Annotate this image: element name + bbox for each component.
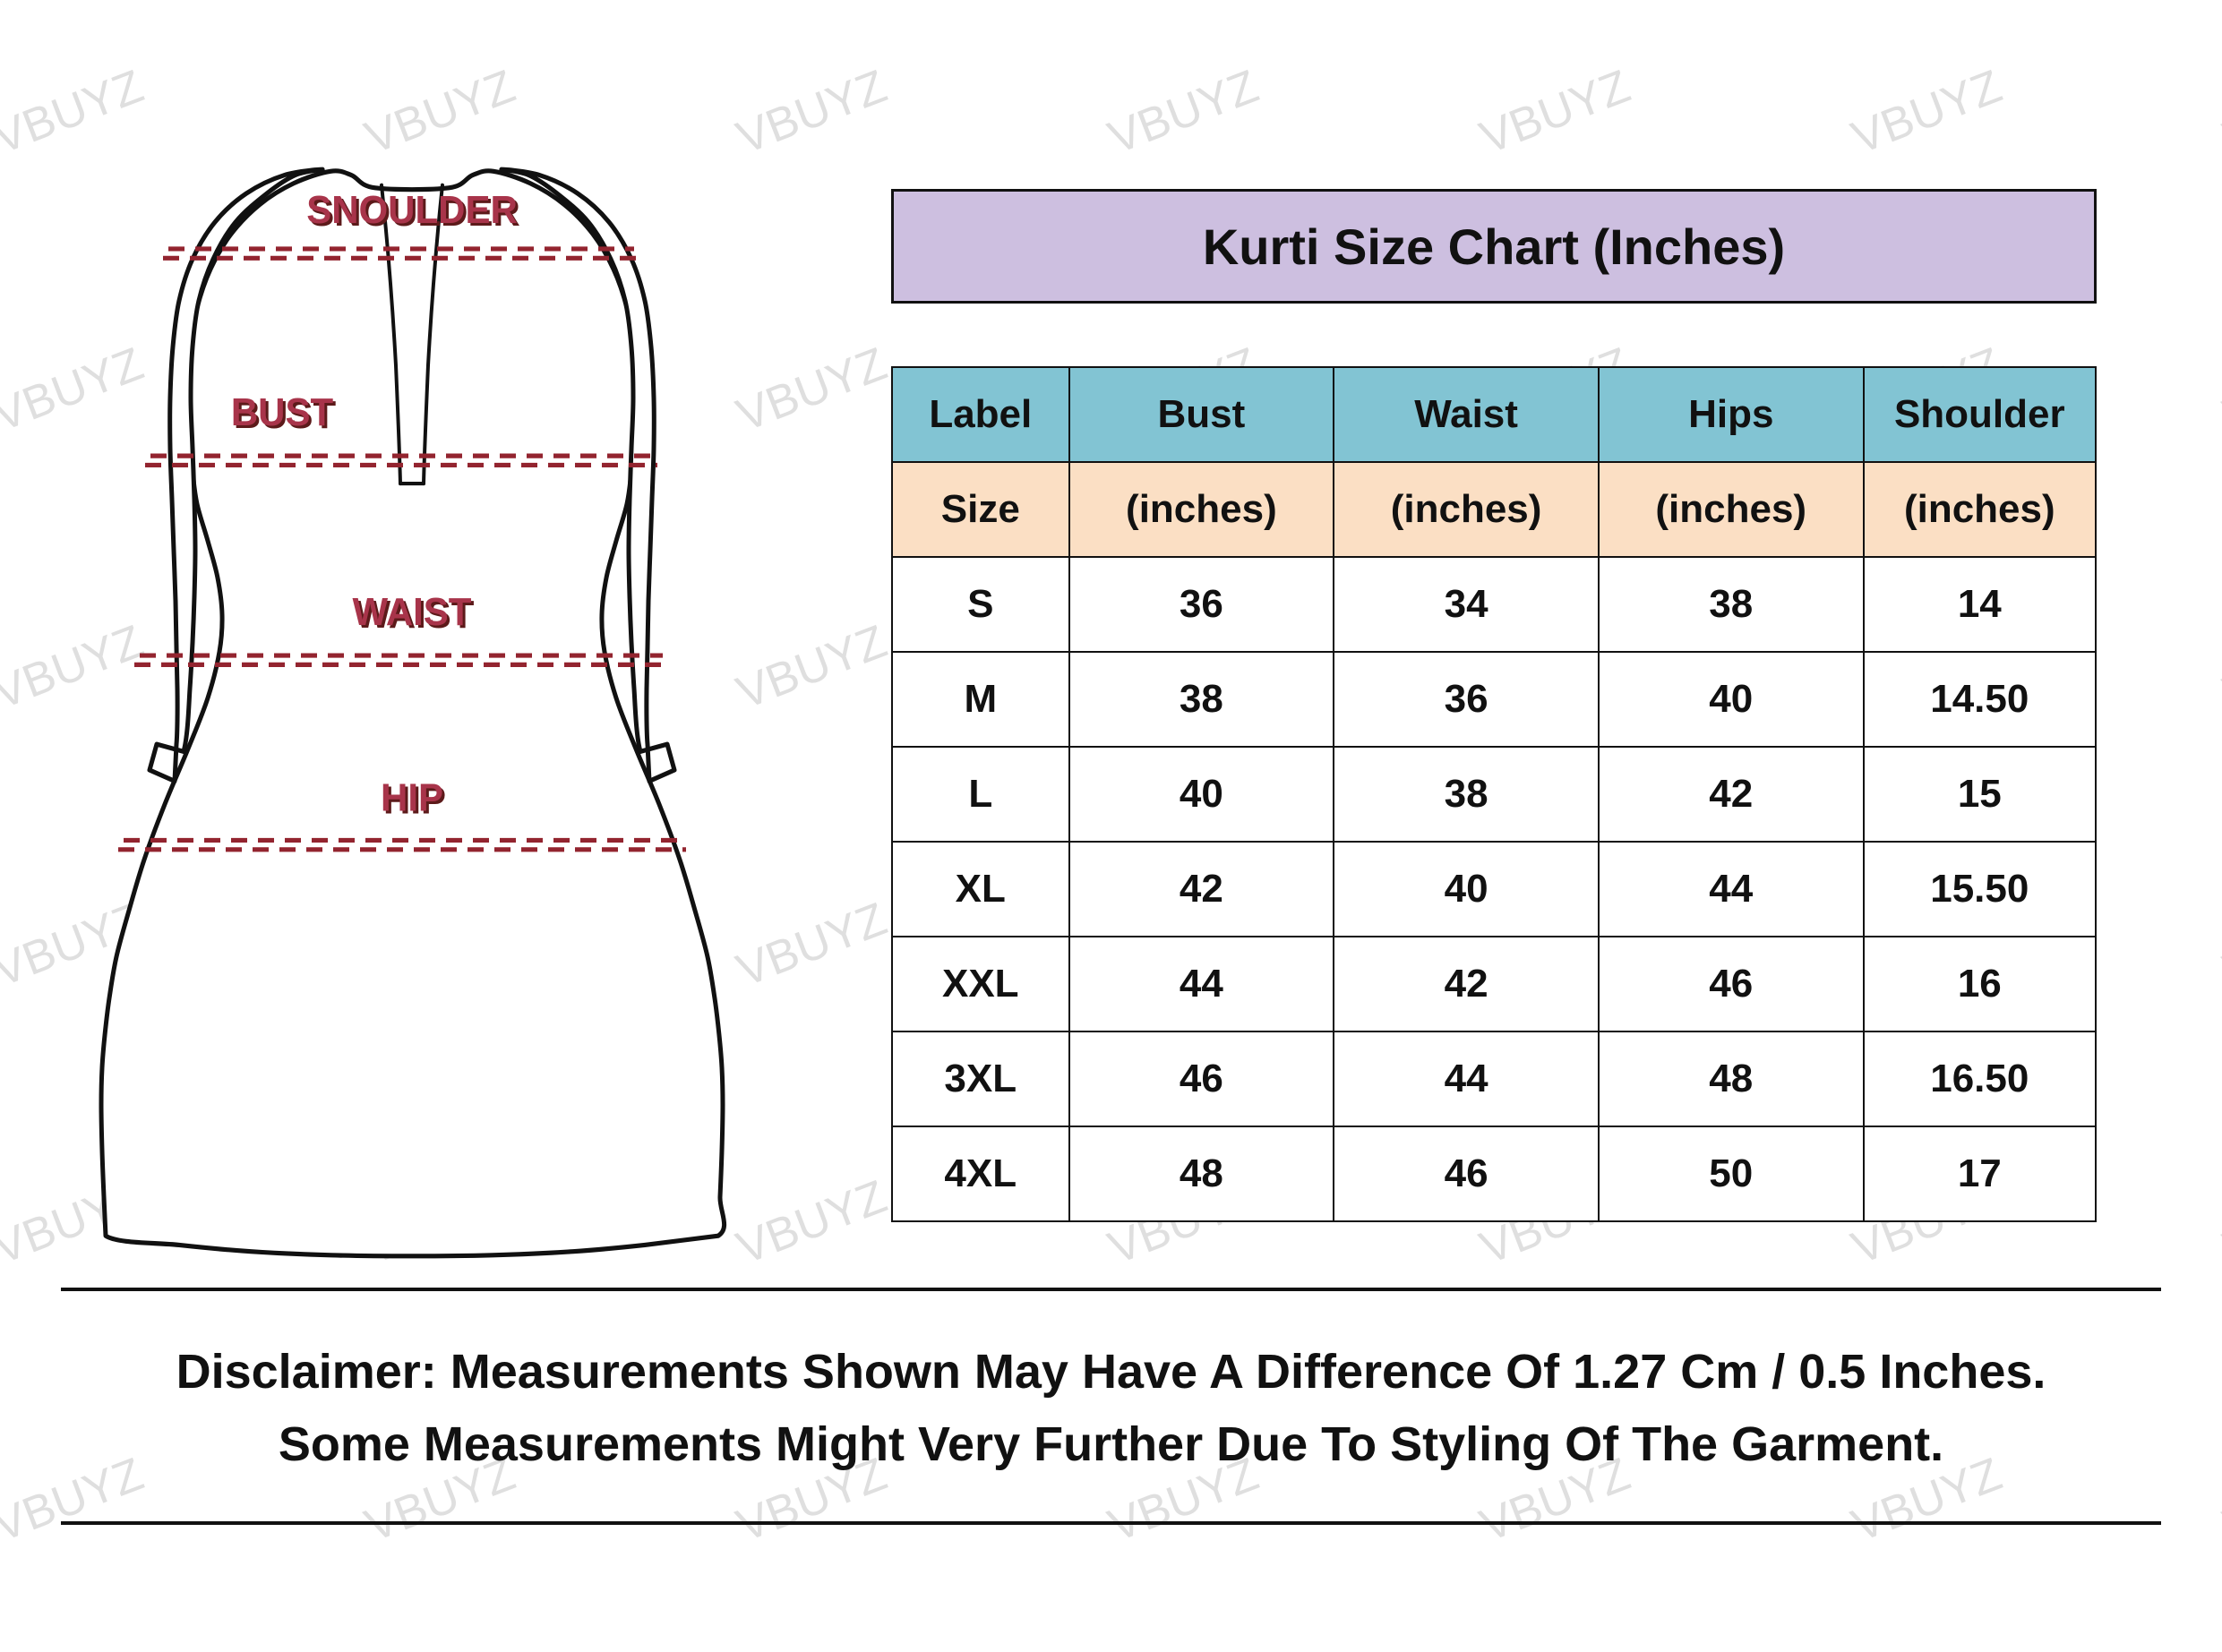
svg-text:HIP: HIP (381, 776, 443, 820)
svg-text:WAIST: WAIST (353, 590, 472, 634)
svg-text:BUST: BUST (231, 390, 333, 434)
svg-text:SNOULDER: SNOULDER (306, 188, 518, 232)
